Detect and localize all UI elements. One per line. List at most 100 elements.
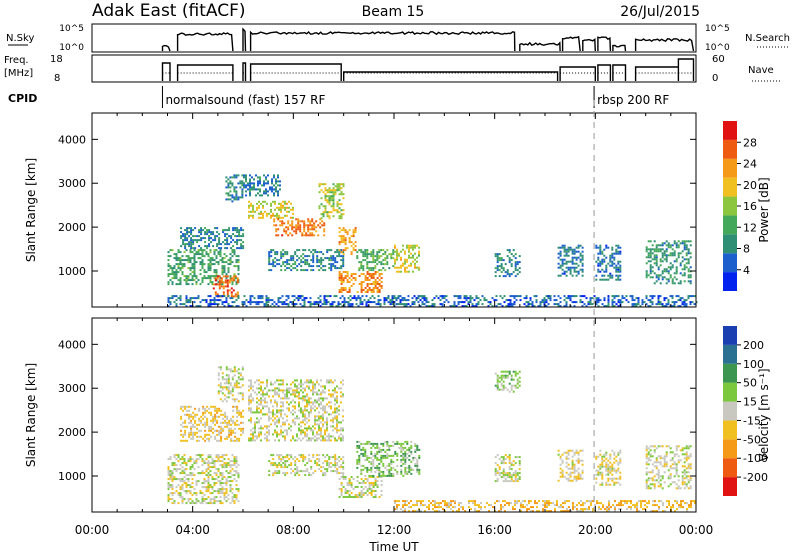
echo-cell <box>689 303 692 306</box>
echo-cell <box>324 474 327 477</box>
echo-cell <box>184 433 187 436</box>
echo-cell <box>370 275 373 277</box>
echo-cell <box>356 291 359 293</box>
echo-cell <box>376 452 379 455</box>
echo-cell <box>280 458 283 461</box>
echo-cell <box>167 297 170 300</box>
echo-cell <box>210 419 213 422</box>
echo-cell <box>360 442 363 445</box>
echo-cell <box>376 281 379 283</box>
echo-cell <box>651 295 654 298</box>
echo-cell <box>201 486 204 489</box>
echo-cell <box>336 267 339 270</box>
echo-cell <box>308 458 311 461</box>
echo-cell <box>215 261 218 264</box>
echo-cell <box>225 255 228 258</box>
echo-cell <box>372 257 375 260</box>
echo-cell <box>232 279 235 282</box>
echo-cell <box>314 419 316 422</box>
echo-cell <box>415 297 418 300</box>
echo-cell <box>356 446 359 449</box>
echo-cell <box>227 186 230 189</box>
echo-cell <box>418 254 420 257</box>
echo-cell <box>561 260 564 263</box>
echo-cell <box>394 452 397 455</box>
echo-cell <box>336 472 339 475</box>
echo-cell <box>673 301 676 304</box>
echo-cell <box>611 264 614 267</box>
echo-cell <box>284 421 286 424</box>
echo-cell <box>282 379 284 382</box>
echo-cell <box>330 413 332 416</box>
echo-cell <box>286 419 288 422</box>
echo-cell <box>366 271 369 273</box>
echo-cell <box>197 295 200 298</box>
echo-cell <box>181 273 184 276</box>
echo-cell <box>549 295 552 298</box>
echo-cell <box>276 379 278 382</box>
echo-cell <box>323 224 326 227</box>
echo-cell <box>372 255 375 258</box>
echo-cell <box>332 209 335 212</box>
echo-cell <box>641 299 644 302</box>
echo-cell <box>502 462 505 465</box>
echo-cell <box>219 456 222 459</box>
echo-cell <box>303 226 306 229</box>
echo-cell <box>270 383 272 386</box>
echo-cell <box>334 389 336 392</box>
echo-cell <box>265 182 267 185</box>
echo-cell <box>204 423 207 426</box>
echo-cell <box>307 226 310 229</box>
echo-cell <box>182 421 185 424</box>
echo-cell <box>173 464 176 467</box>
echo-cell <box>330 265 333 268</box>
echo-cell <box>270 401 272 404</box>
echo-cell <box>268 431 270 434</box>
echo-cell <box>187 267 190 270</box>
echo-cell <box>671 295 674 298</box>
echo-cell <box>404 262 406 265</box>
echo-cell <box>316 433 318 436</box>
echo-cell <box>615 266 618 269</box>
echo-cell <box>396 442 399 445</box>
echo-cell <box>188 235 191 238</box>
echo-cell <box>356 255 359 258</box>
echo-cell <box>378 283 381 285</box>
echo-cell <box>204 435 207 438</box>
echo-cell <box>185 249 188 252</box>
echo-cell <box>171 269 174 272</box>
echo-cell <box>496 380 499 383</box>
echo-cell <box>599 262 602 265</box>
echo-cell <box>258 427 260 430</box>
echo-cell <box>553 303 556 306</box>
echo-cell <box>467 303 470 306</box>
echo-cell <box>645 274 648 277</box>
echo-cell <box>390 257 393 260</box>
echo-cell <box>506 249 509 252</box>
echo-cell <box>398 254 400 257</box>
echo-cell <box>264 200 266 203</box>
echo-cell <box>314 460 317 463</box>
echo-cell <box>340 466 343 469</box>
echo-cell <box>232 277 235 280</box>
echo-cell <box>294 389 296 392</box>
echo-cell <box>247 301 250 304</box>
echo-cell <box>226 289 229 292</box>
echo-cell <box>518 476 521 479</box>
echo-cell <box>290 425 292 428</box>
echo-cell <box>271 182 273 185</box>
echo-cell <box>414 264 416 267</box>
echo-cell <box>203 255 206 258</box>
echo-cell <box>421 295 424 298</box>
echo-cell <box>517 295 520 298</box>
echo-cell <box>557 479 560 482</box>
echo-cell <box>181 456 184 459</box>
echo-cell <box>214 291 217 294</box>
echo-cell <box>201 263 204 266</box>
echo-cell <box>508 273 511 276</box>
echo-cell <box>207 253 210 256</box>
echo-cell <box>325 295 328 298</box>
echo-cell <box>406 456 409 459</box>
echo-cell <box>260 393 262 396</box>
echo-cell <box>188 417 191 420</box>
